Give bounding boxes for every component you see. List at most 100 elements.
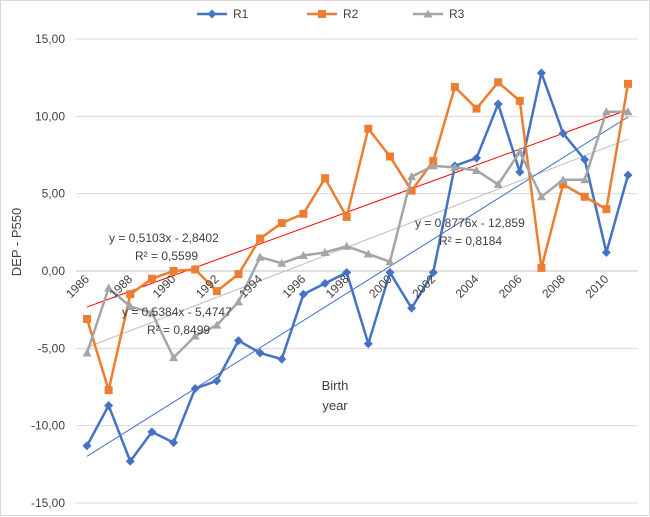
data-point-r1 (515, 167, 525, 177)
x-axis-title-line-1: Birth (322, 378, 349, 393)
data-point-r1 (363, 339, 373, 349)
legend-label: R1 (233, 7, 249, 21)
data-point-r2 (256, 234, 265, 243)
trendline-equation: y = 0,5384x - 5,4747 (122, 305, 232, 319)
trendline-equation: y = 0,5103x - 2,8402 (109, 231, 219, 245)
data-point-r1 (428, 268, 438, 278)
trendline-equation: y = 0,8776x - 12,859 (415, 216, 525, 230)
data-point-r3 (580, 175, 590, 184)
y-axis-title: DEP - P550 (9, 208, 24, 276)
data-point-r2 (169, 267, 178, 275)
data-point-r1 (407, 303, 417, 313)
data-point-r1 (212, 376, 222, 386)
data-point-r1 (342, 268, 352, 278)
data-point-r1 (623, 170, 633, 180)
data-point-r3 (558, 175, 568, 184)
legend: R1 R2 R3 (197, 7, 465, 21)
data-point-r2 (515, 96, 524, 105)
data-point-r2 (104, 386, 113, 395)
x-tick-label: 1986 (63, 272, 92, 301)
trendline-r-squared: R² = 0,5599 (135, 249, 198, 263)
data-point-r1 (472, 153, 482, 163)
data-point-r1 (104, 401, 114, 411)
data-point-r2 (602, 205, 611, 214)
data-point-r2 (191, 265, 200, 274)
data-point-r1 (601, 247, 611, 257)
data-point-r3 (493, 179, 503, 188)
legend-marker-r2 (318, 10, 326, 18)
y-tick-label: -10,00 (31, 419, 65, 433)
data-point-r3 (320, 247, 330, 256)
legend-label: R2 (343, 7, 359, 21)
data-point-r1 (277, 354, 287, 364)
data-point-r3 (169, 353, 179, 362)
data-point-r2 (385, 152, 394, 161)
data-point-r2 (342, 212, 351, 221)
data-point-r1 (536, 68, 546, 78)
data-point-r3 (342, 241, 352, 250)
data-point-r2 (624, 79, 632, 88)
data-point-r3 (190, 331, 200, 340)
trendline-equations: y = 0,5103x - 2,8402 R² = 0,5599 y = 0,538… (109, 216, 525, 337)
data-point-r3 (472, 165, 482, 174)
data-point-r3 (82, 348, 92, 357)
data-point-r3 (363, 249, 373, 258)
legend-marker-r1 (207, 9, 217, 19)
data-point-r2 (494, 78, 503, 87)
data-point-r1 (190, 384, 200, 394)
series-line-r1 (85, 71, 630, 463)
y-tick-label: 5,00 (42, 187, 66, 201)
data-point-r2 (537, 263, 546, 272)
data-point-r3 (125, 302, 135, 311)
data-point-r2 (147, 274, 156, 283)
y-tick-label: 10,00 (35, 109, 65, 123)
data-point-r3 (255, 252, 265, 261)
y-tick-label: -5,00 (38, 341, 66, 355)
data-point-r2 (126, 290, 135, 299)
data-point-r2 (299, 209, 308, 218)
data-point-r1 (298, 289, 308, 299)
data-point-r1 (580, 155, 590, 165)
data-point-r2 (407, 186, 416, 195)
data-point-r1 (558, 128, 568, 138)
data-point-r3 (212, 320, 222, 329)
data-point-r1 (82, 441, 92, 451)
y-axis-ticks: -15,00 -10,00 -5,00 0,00 5,00 10,00 15,00 (31, 32, 65, 510)
legend-marker-r3 (423, 9, 433, 18)
data-point-r3 (450, 162, 460, 171)
data-point-r3 (385, 257, 395, 266)
data-point-r3 (515, 147, 525, 156)
data-point-r3 (233, 297, 243, 306)
data-point-r2 (277, 219, 286, 228)
x-tick-label: 1992 (193, 272, 222, 301)
data-point-r2 (83, 314, 91, 323)
data-point-r3 (104, 283, 114, 292)
x-tick-label: 2006 (496, 272, 525, 301)
data-point-r2 (472, 104, 481, 113)
data-point-r2 (321, 174, 330, 183)
data-point-r2 (234, 270, 243, 279)
data-point-r1 (320, 278, 330, 288)
data-point-r3 (536, 192, 546, 201)
trendline-r-squared: R² = 0,8184 (439, 234, 502, 248)
x-tick-label: 2008 (539, 272, 568, 301)
data-point-r1 (385, 268, 395, 278)
data-point-r3 (298, 251, 308, 260)
legend-label: R3 (449, 7, 465, 21)
data-series (82, 68, 633, 466)
data-point-r2 (580, 192, 589, 201)
data-point-r1 (233, 336, 243, 346)
data-point-r1 (493, 99, 503, 109)
data-point-r2 (364, 124, 373, 133)
y-tick-label: 0,00 (42, 264, 66, 278)
data-point-r1 (147, 427, 157, 437)
data-point-r1 (169, 438, 179, 448)
data-point-r3 (407, 172, 417, 181)
data-point-r1 (125, 456, 135, 466)
data-point-r1 (255, 348, 265, 358)
data-point-r3 (277, 258, 287, 267)
data-point-r3 (623, 107, 633, 116)
data-point-r2 (559, 180, 568, 189)
